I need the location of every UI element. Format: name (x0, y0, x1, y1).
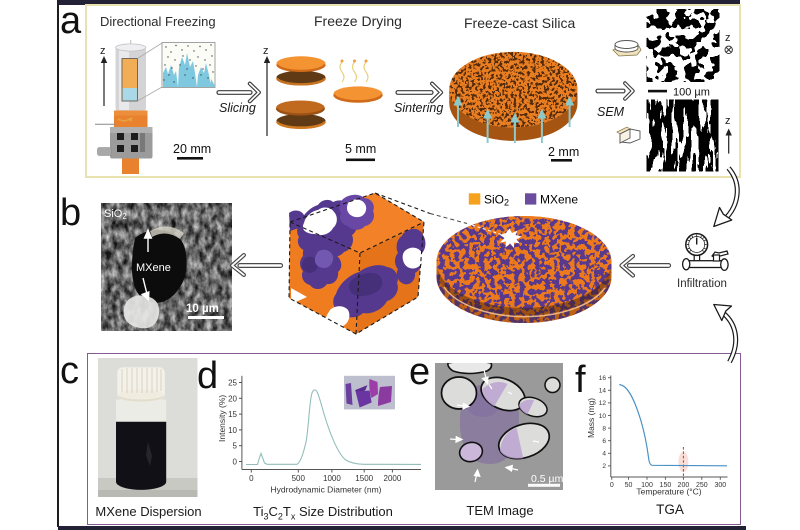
svg-text:0.5 µm: 0.5 µm (531, 473, 564, 485)
svg-text:12: 12 (599, 400, 607, 407)
svg-text:5 mm: 5 mm (345, 142, 376, 156)
svg-text:0: 0 (233, 458, 238, 467)
svg-text:300: 300 (714, 482, 726, 489)
svg-text:2 mm: 2 mm (548, 145, 579, 159)
svg-text:25: 25 (228, 379, 237, 388)
svg-text:15: 15 (228, 410, 237, 419)
svg-text:150: 150 (660, 482, 672, 489)
svg-text:MXene: MXene (136, 262, 171, 274)
svg-text:2000: 2000 (384, 474, 402, 483)
svg-text:10: 10 (599, 413, 607, 420)
svg-text:100 µm: 100 µm (673, 87, 710, 99)
svg-text:250: 250 (696, 482, 708, 489)
svg-text:10 µm: 10 µm (186, 303, 219, 315)
svg-text:500: 500 (292, 474, 306, 483)
svg-text:Sintering: Sintering (394, 101, 443, 115)
svg-text:20 mm: 20 mm (173, 142, 211, 156)
svg-text:SiO2: SiO2 (104, 208, 127, 221)
svg-text:6: 6 (602, 438, 606, 445)
svg-text:14: 14 (599, 388, 607, 395)
svg-text:8: 8 (602, 425, 606, 432)
svg-text:Mass (mg): Mass (mg) (586, 398, 596, 438)
svg-text:z: z (100, 45, 106, 57)
svg-text:50: 50 (625, 482, 633, 489)
svg-text:10: 10 (228, 426, 237, 435)
svg-text:5: 5 (233, 442, 238, 451)
svg-text:4: 4 (602, 451, 606, 458)
svg-text:z: z (725, 32, 731, 44)
svg-text:MXene: MXene (540, 193, 578, 207)
svg-text:20: 20 (228, 394, 237, 403)
svg-text:z: z (263, 45, 269, 57)
svg-text:SiO2: SiO2 (484, 193, 509, 208)
svg-text:z: z (725, 115, 731, 127)
svg-text:Hydrodynamic Diameter (nm): Hydrodynamic Diameter (nm) (271, 485, 382, 495)
svg-text:Temperature (°C): Temperature (°C) (636, 487, 701, 497)
svg-text:16: 16 (599, 375, 607, 382)
svg-text:Slicing: Slicing (219, 101, 256, 115)
svg-text:100: 100 (641, 482, 653, 489)
svg-text:1000: 1000 (323, 474, 341, 483)
svg-text:Intensity (%): Intensity (%) (217, 395, 227, 442)
svg-text:200: 200 (678, 482, 690, 489)
svg-text:2: 2 (602, 463, 606, 470)
svg-text:1500: 1500 (355, 474, 373, 483)
svg-text:0: 0 (610, 482, 614, 489)
svg-text:SEM: SEM (597, 105, 625, 119)
svg-text:0: 0 (249, 474, 254, 483)
